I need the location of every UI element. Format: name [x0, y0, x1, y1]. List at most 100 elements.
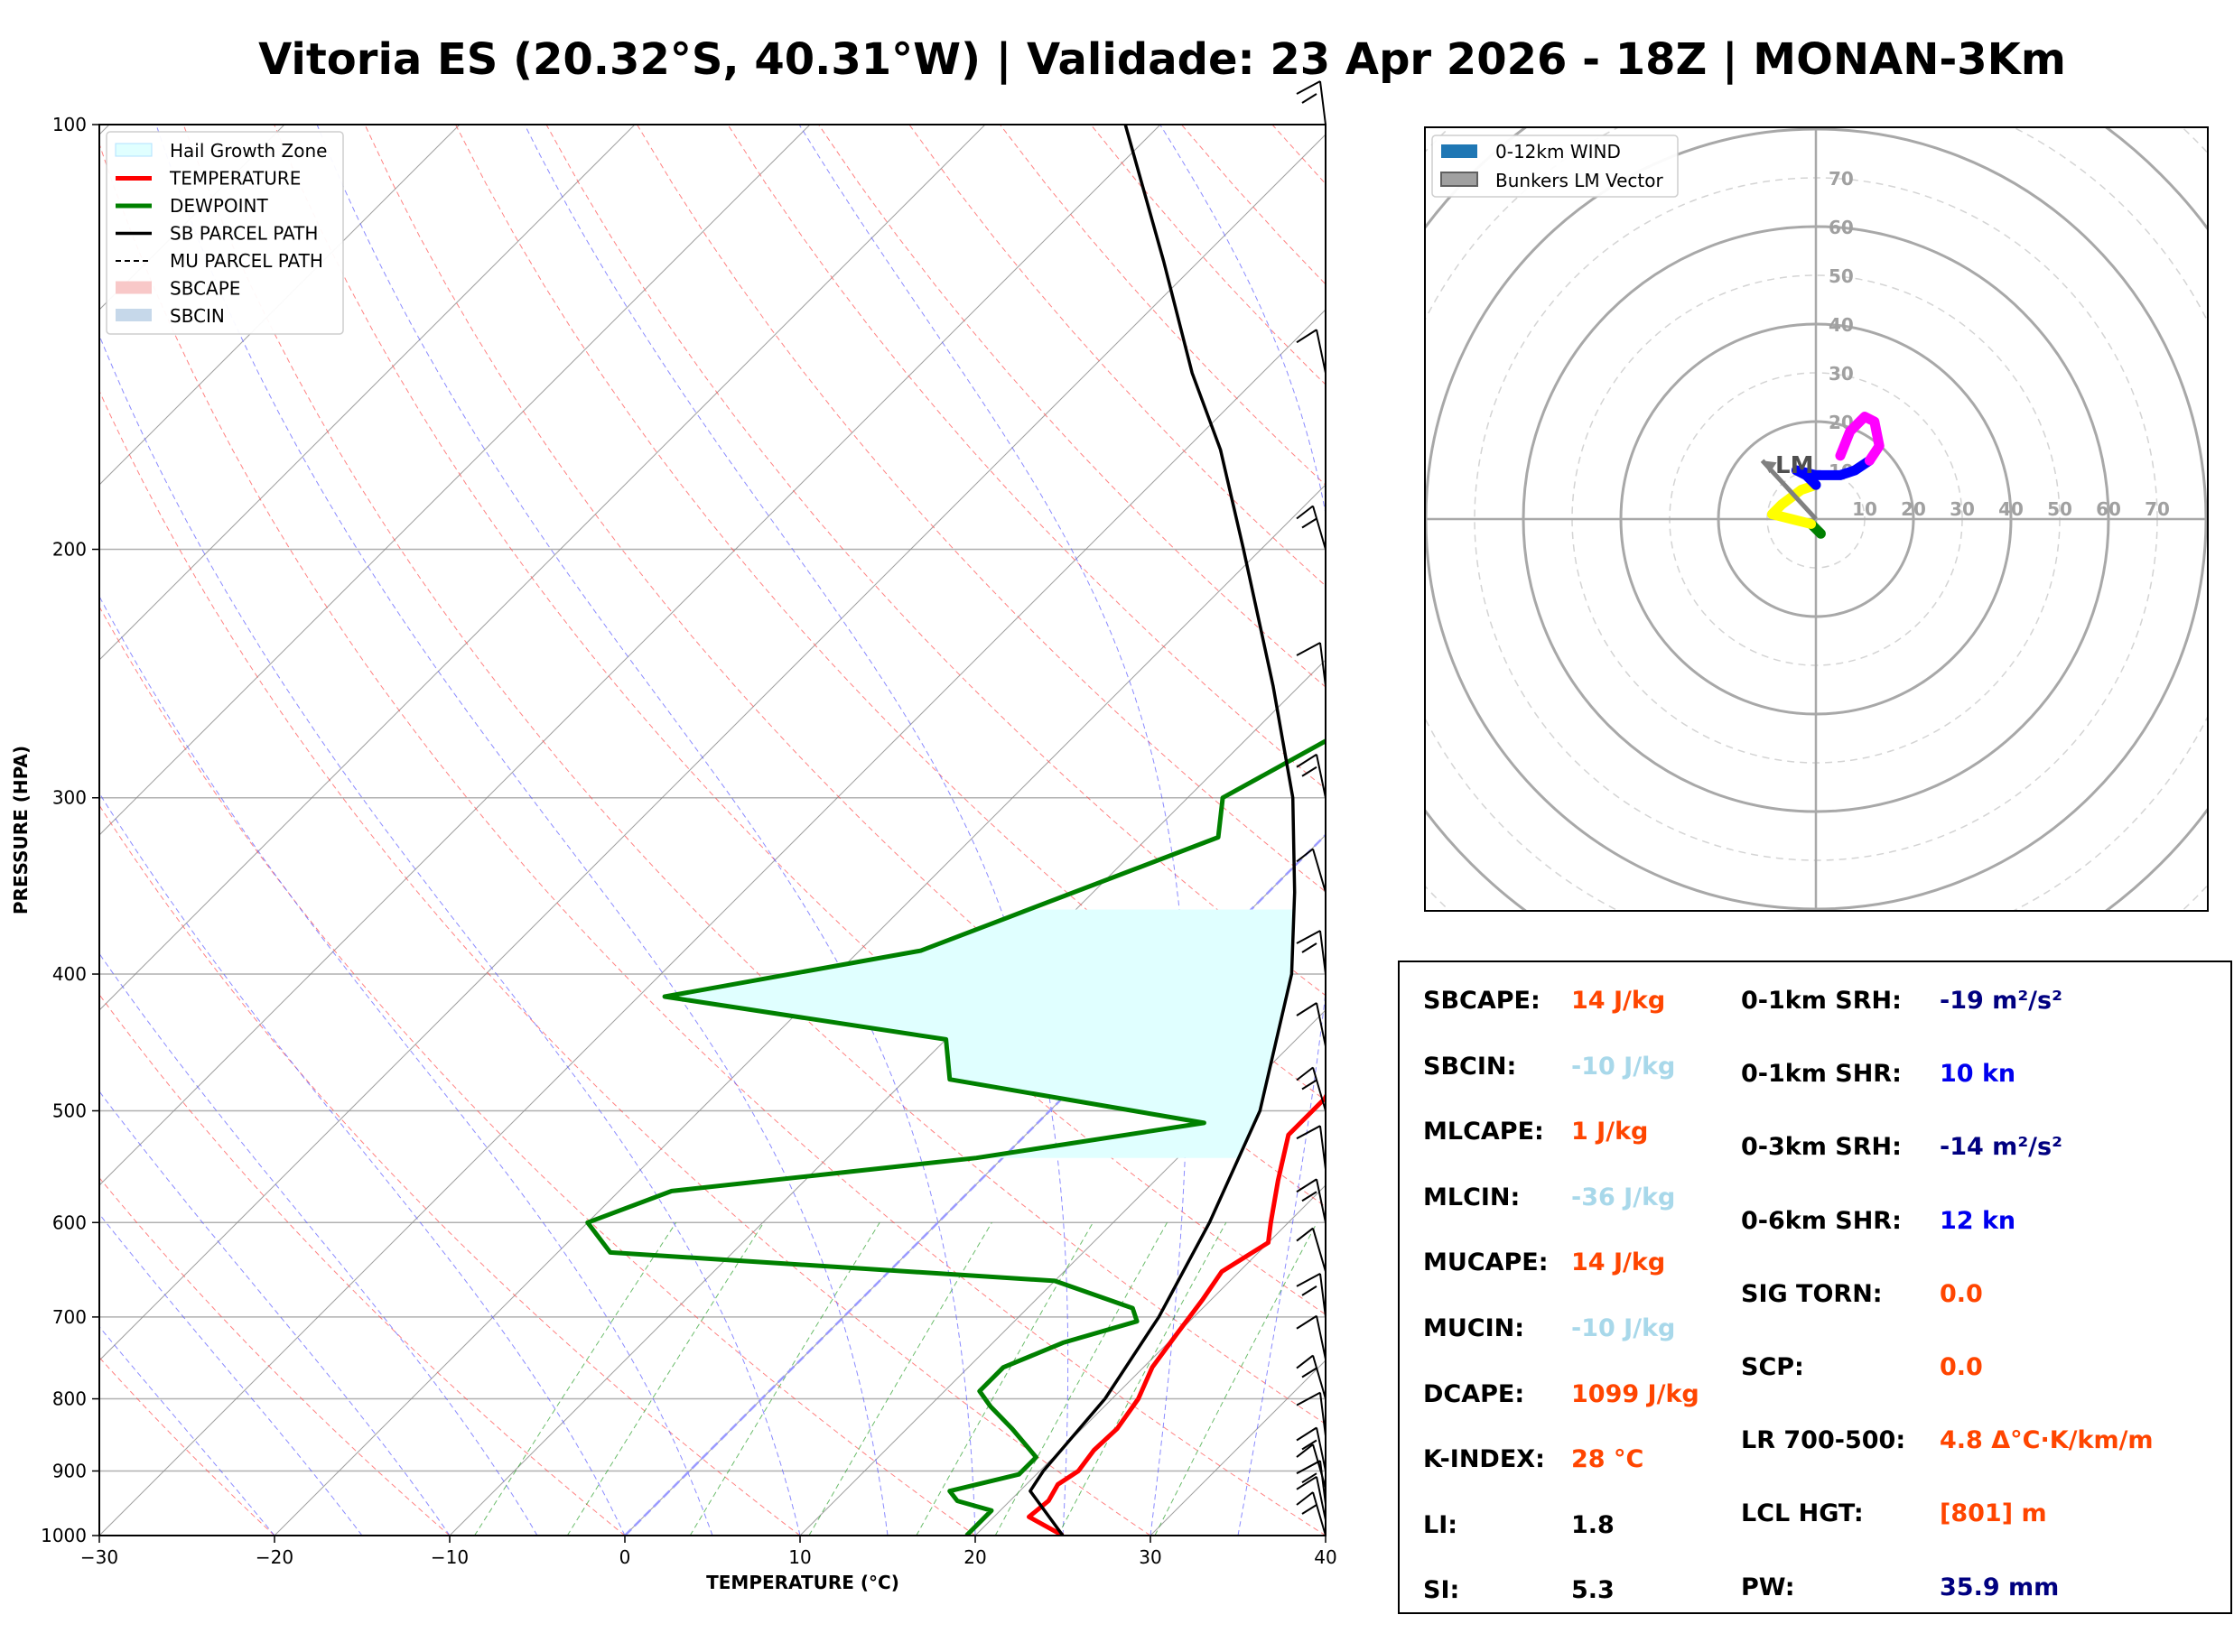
param-value: 0.0: [1940, 1279, 1983, 1308]
moist-adiabat: [316, 125, 976, 1536]
x-tick-label: 40: [1314, 1546, 1336, 1568]
wind-barb-flag: [1301, 1439, 1317, 1451]
wind-barb-flag: [1296, 642, 1321, 656]
param-value: -10 J/kg: [1571, 1314, 1676, 1342]
legend-label: SBCIN: [170, 305, 225, 327]
wind-barb-flag: [1296, 1273, 1321, 1287]
param-value: 12 kn: [1940, 1206, 2016, 1235]
isotherm: [99, 125, 1161, 1186]
param-label: PW:: [1741, 1573, 1795, 1601]
param-value: 1.8: [1571, 1510, 1615, 1539]
wind-barb-flag: [1301, 93, 1317, 104]
dry-adiabat: [637, 125, 1326, 893]
wind-barb: [1296, 1354, 1326, 1399]
param-label: 0-1km SRH:: [1741, 987, 1902, 1015]
y-tick-label: 400: [52, 963, 87, 985]
hodograph-ring-label-y: 50: [1829, 265, 1854, 287]
param-label: MUCIN:: [1423, 1314, 1525, 1342]
wind-barb-flag: [1296, 1460, 1321, 1475]
param-label: DCAPE:: [1423, 1379, 1525, 1408]
wind-barb-flag: [1296, 1002, 1317, 1016]
x-tick-label: −20: [256, 1546, 293, 1568]
dry-adiabat: [274, 125, 1326, 1315]
wind-barb-flag: [1296, 1391, 1321, 1406]
param-value: -10 J/kg: [1571, 1052, 1676, 1081]
hodograph-ring-label-x: 10: [1852, 498, 1877, 520]
hodograph-ring-label-x: 30: [1950, 498, 1975, 520]
legend-label: SB PARCEL PATH: [170, 223, 318, 245]
wind-barb-staff: [1316, 1179, 1326, 1223]
moist-adiabat: [1159, 125, 1326, 1536]
wind-barb-staff: [1316, 1427, 1326, 1471]
hodograph-border: [1424, 126, 2209, 912]
wind-barb: [1296, 80, 1326, 125]
param-value: 14 J/kg: [1571, 1248, 1666, 1277]
hodograph-legend-box: [1431, 135, 1679, 198]
param-label: MUCAPE:: [1423, 1248, 1549, 1277]
wind-barb-staff: [1312, 1228, 1326, 1272]
wind-barb-flag: [1301, 1504, 1317, 1515]
param-label: LCL HGT:: [1741, 1499, 1864, 1528]
wind-barb: [1296, 1178, 1326, 1223]
temperature-line: [1027, 1092, 1326, 1536]
wind-barb-staff: [1312, 1355, 1326, 1399]
param-value: [801] m: [1940, 1499, 2047, 1528]
hail-growth-zone: [665, 909, 1294, 1158]
wind-barb-staff: [1316, 1315, 1326, 1360]
legend-label: MU PARCEL PATH: [170, 250, 323, 272]
wind-barb: [1296, 329, 1326, 374]
wind-barb-staff: [1316, 754, 1326, 798]
wind-barb-staff: [1312, 1443, 1326, 1489]
dry-adiabat: [99, 993, 626, 1536]
wind-barb: [1296, 1443, 1326, 1489]
chart-title: Vitoria ES (20.32°S, 40.31°W) | Validade…: [258, 34, 2066, 85]
dry-adiabat: [99, 143, 1326, 1536]
wind-barb: [1296, 848, 1326, 893]
moist-adiabat: [524, 125, 1069, 1536]
dry-adiabat: [364, 125, 1326, 1208]
x-tick-label: −10: [431, 1546, 469, 1568]
dry-adiabat: [99, 389, 1151, 1536]
hodograph-ring-label-x: 60: [2096, 498, 2121, 520]
param-value: -36 J/kg: [1571, 1183, 1676, 1211]
dry-adiabat: [455, 125, 1326, 1101]
param-value: 0.0: [1940, 1353, 1983, 1381]
param-label: MLCAPE:: [1423, 1118, 1544, 1146]
isotherm: [99, 125, 811, 836]
moist-adiabat: [798, 125, 1187, 1536]
hodograph-legend-label: 0-12km WIND: [1495, 141, 1621, 162]
y-tick-label: 900: [52, 1460, 87, 1481]
legend-box: [106, 131, 344, 335]
param-label: SBCIN:: [1423, 1052, 1517, 1081]
wind-barb-flag: [1301, 766, 1317, 777]
legend-label: Hail Growth Zone: [170, 140, 327, 162]
wind-barb-flag: [1301, 517, 1317, 529]
isotherm: [99, 309, 1326, 1536]
wind-barb-staff: [1319, 80, 1326, 125]
mixing-ratio-line: [994, 1222, 1168, 1536]
dry-adiabat: [99, 606, 976, 1536]
wind-barb-flag: [1296, 505, 1314, 520]
wind-barb-flag: [1296, 1125, 1321, 1140]
legend-label: SBCAPE: [170, 278, 240, 300]
moist-adiabat: [99, 1325, 275, 1536]
y-tick-label: 200: [52, 539, 87, 561]
wind-barb: [1296, 1475, 1326, 1521]
wind-barb: [1296, 505, 1326, 550]
param-label: SBCAPE:: [1423, 987, 1541, 1015]
x-axis-label: TEMPERATURE (°C): [706, 1572, 899, 1593]
wind-barb-staff: [1316, 329, 1326, 374]
isotherm: [99, 125, 636, 661]
param-value: 1099 J/kg: [1571, 1379, 1699, 1408]
wind-barb-flag: [1301, 1472, 1317, 1484]
param-label: K-INDEX:: [1423, 1445, 1545, 1474]
wind-barb: [1296, 1125, 1326, 1170]
x-tick-label: 20: [963, 1546, 986, 1568]
hodograph-segment: [1791, 455, 1875, 490]
legend-label: DEWPOINT: [170, 195, 268, 217]
moist-adiabat: [155, 125, 889, 1536]
param-value: 4.8 Δ°C·K/km/m: [1940, 1426, 2154, 1455]
param-label: LR 700-500:: [1741, 1426, 1906, 1455]
isotherm: [799, 1009, 1326, 1536]
sb-parcel-path-line: [1029, 125, 1297, 1536]
